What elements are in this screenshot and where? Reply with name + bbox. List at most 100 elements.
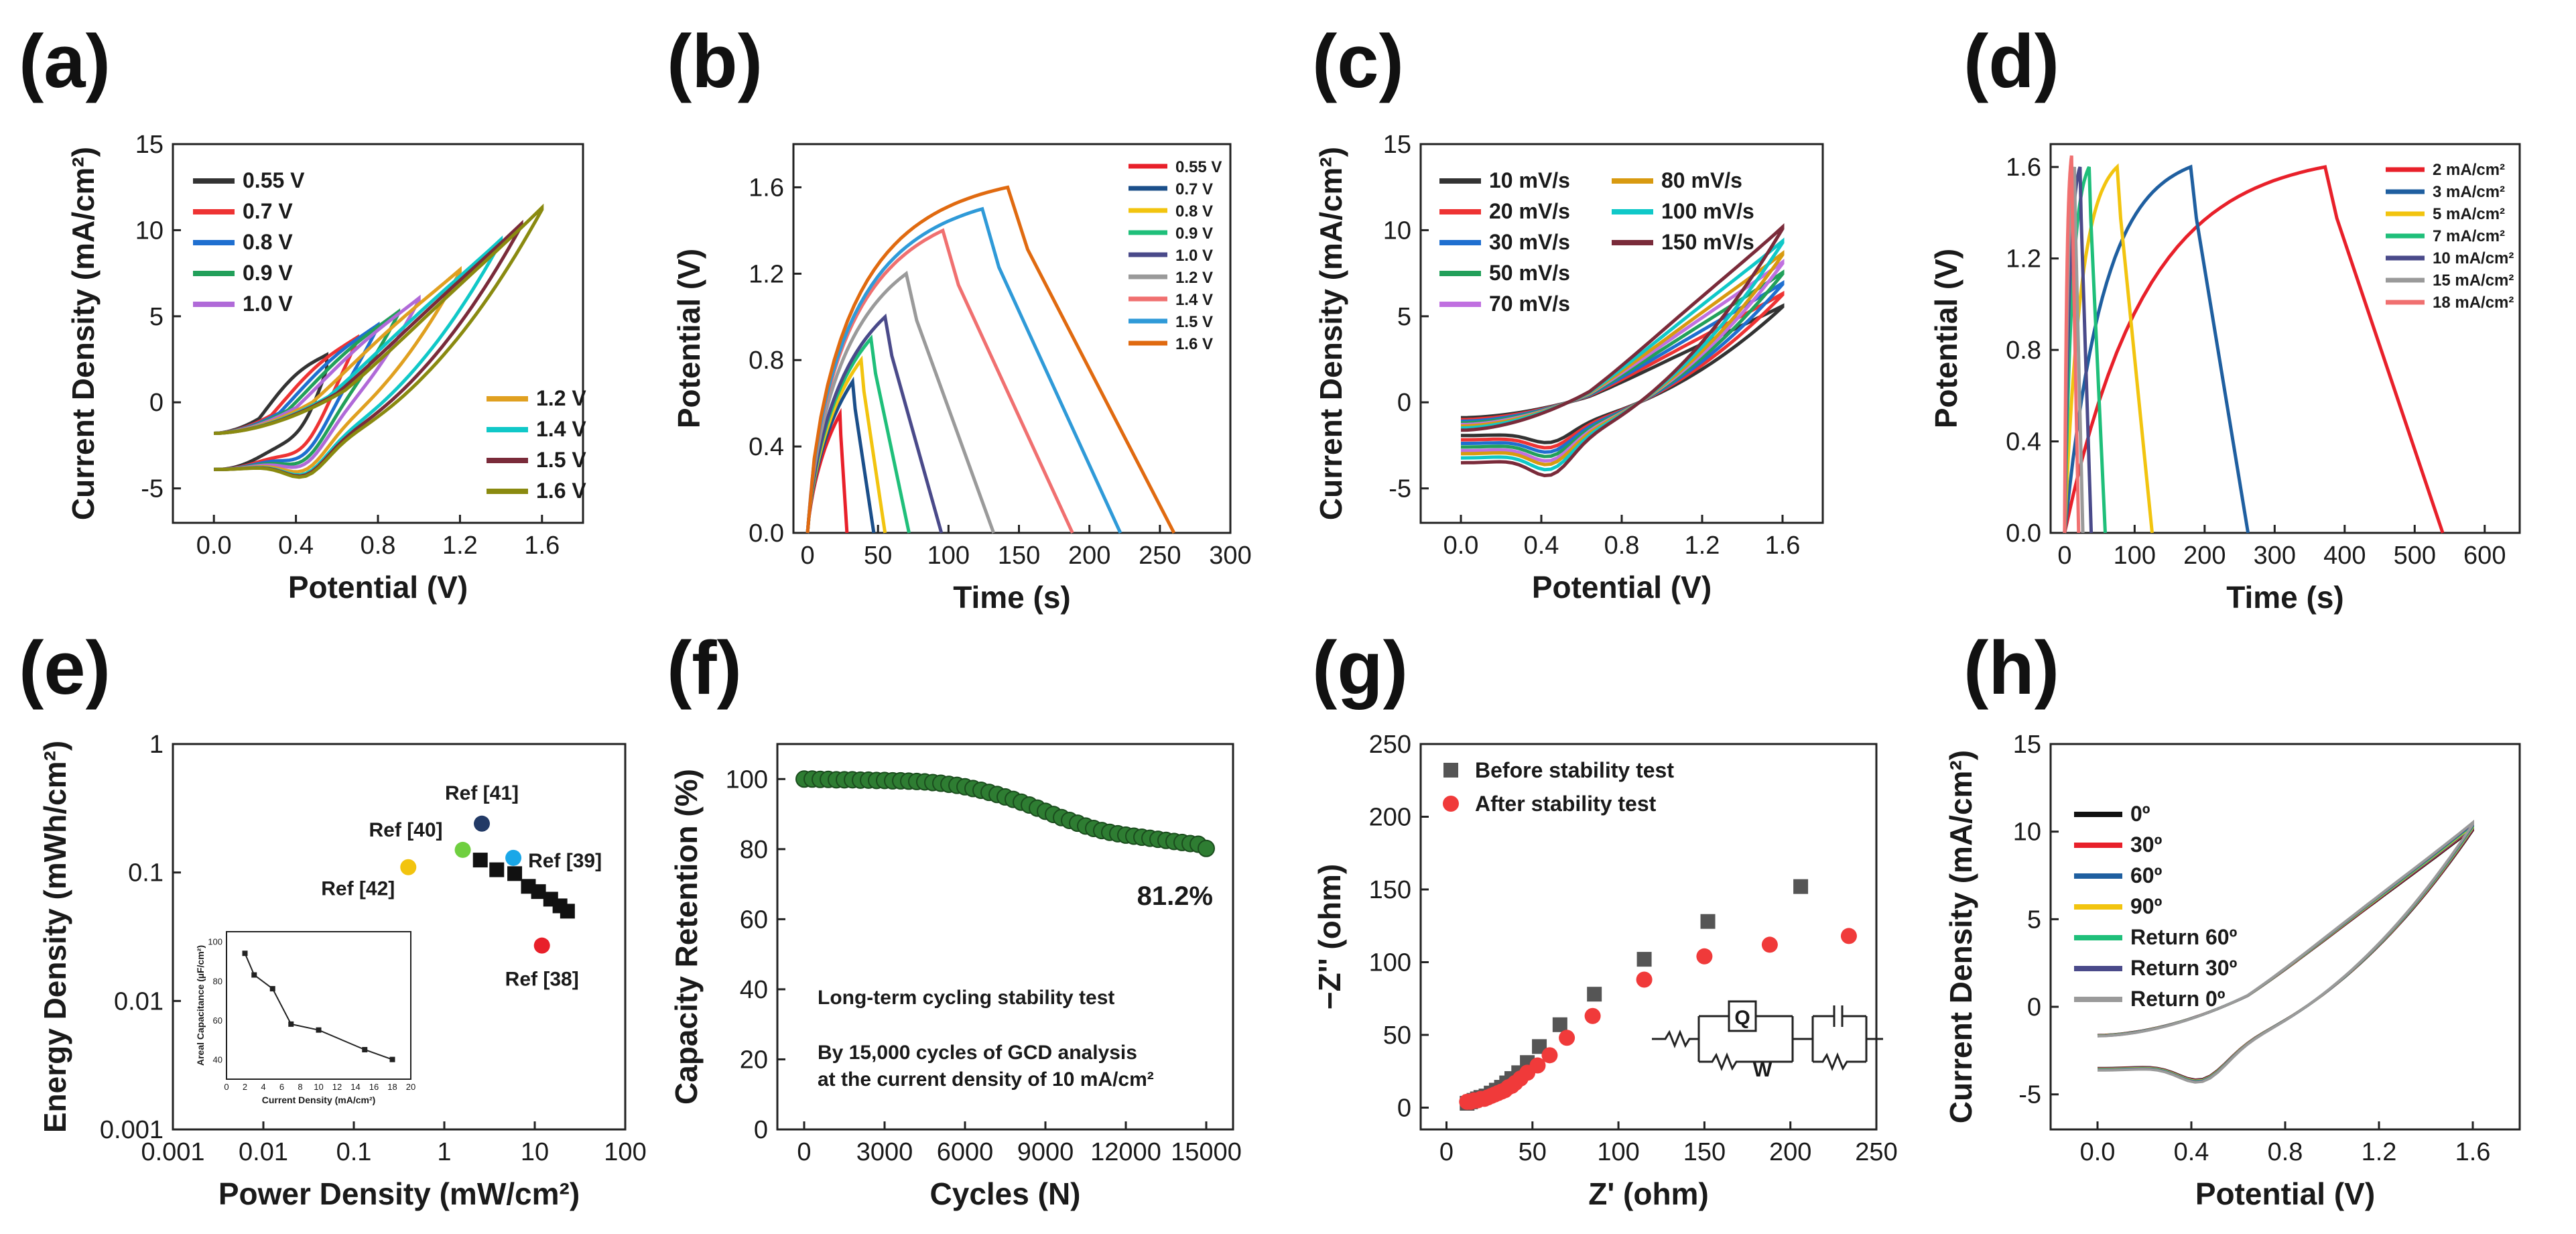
y-tick-label: 1	[149, 731, 164, 759]
inset-y-tick: 60	[213, 1015, 222, 1026]
y-tick-label: 10	[1383, 217, 1411, 245]
series-line-1.6V	[806, 185, 1176, 534]
inset-x-tick: 12	[332, 1082, 342, 1092]
x-tick-label: 100	[1597, 1138, 1639, 1166]
panel-label: (b)	[667, 19, 763, 103]
inset-x-tick: 14	[350, 1082, 360, 1092]
x-tick-label: 1.6	[1765, 532, 1801, 560]
x-tick-label: 1.2	[2362, 1138, 2397, 1166]
y-tick-label: 50	[1383, 1022, 1411, 1050]
y-tick-label: 5	[149, 303, 164, 331]
ref-point	[474, 815, 491, 832]
data-point-before	[1587, 987, 1602, 1002]
y-tick-label: 0.001	[100, 1116, 164, 1144]
panel-e: (e)0.001 0.01 0.1 1 10 1000.0010.010.11Power …	[19, 626, 647, 1211]
legend-label: 30º	[2130, 832, 2163, 857]
x-tick-label: 0.4	[2174, 1138, 2209, 1166]
panel-label: (c)	[1312, 19, 1404, 103]
legend-label: 0.9 V	[243, 261, 293, 285]
x-tick-label: 500	[2394, 542, 2436, 570]
panel-d: (d) 0 100 200 300 400 500 600 0.0 0.4 0.8 1.2 1.6 Tim…	[1929, 19, 2521, 615]
x-tick-label: 0.01	[239, 1138, 288, 1166]
data-point	[489, 862, 505, 877]
panel-label: (g)	[1312, 626, 1408, 710]
x-tick-label: 0.8	[361, 532, 396, 560]
inset-y-label: Areal Capacitance (µF/cm²)	[195, 945, 206, 1066]
data-point-before	[1700, 914, 1716, 929]
y-tick-label: 0	[1397, 1094, 1411, 1122]
data-point-after	[1840, 928, 1857, 944]
series-line-150mVs	[1460, 223, 1785, 478]
x-tick-label: 6000	[937, 1138, 994, 1166]
inset-point	[269, 986, 275, 992]
y-tick-label: 0.4	[2006, 428, 2041, 456]
legend-label: 18 mA/cm²	[2433, 294, 2514, 312]
x-tick-label: 0.0	[1443, 532, 1479, 560]
y-axis-label: Current Density (mA/cm²)	[1943, 750, 1978, 1123]
inset-frame	[226, 931, 411, 1080]
legend-label: 50 mV/s	[1489, 261, 1570, 285]
data-point-after	[1696, 948, 1713, 965]
legend-label: 0.55 V	[1175, 158, 1222, 176]
y-axis-label: Potential (V)	[1929, 249, 1963, 428]
note-line: By 15,000 cycles of GCD analysis	[818, 1042, 1137, 1064]
x-axis-label: Cycles (N)	[930, 1176, 1081, 1211]
panel-label: (e)	[19, 626, 111, 710]
data-point	[507, 866, 523, 881]
y-tick-label: 0.1	[128, 859, 164, 887]
x-tick-label: 9000	[1017, 1138, 1074, 1166]
legend-label: 1.2 V	[1175, 269, 1213, 287]
legend-label: 0.7 V	[243, 199, 293, 223]
y-axis-label: Potential (V)	[671, 249, 706, 428]
plot-frame	[1419, 743, 1878, 1131]
plot-frame	[1419, 143, 1824, 524]
series-line-80mVs	[1460, 249, 1785, 467]
data-point-before	[1793, 879, 1809, 894]
x-tick-label: 0	[2057, 542, 2071, 570]
data-point	[560, 904, 575, 919]
ref-point	[505, 849, 522, 866]
y-axis-label: Current Density (mA/cm²)	[66, 147, 101, 520]
x-tick-label: 150	[1683, 1138, 1726, 1166]
series-line-1.6V	[214, 203, 544, 479]
legend-label: 0.9 V	[1175, 225, 1213, 243]
y-tick-label: 1.2	[749, 260, 784, 288]
legend-label: 3 mA/cm²	[2433, 183, 2505, 201]
data-point	[472, 853, 488, 868]
resistor-icon	[1699, 1052, 1793, 1072]
y-tick-label: 10	[2013, 818, 2041, 847]
data-point-after	[1541, 1047, 1558, 1064]
legend-label: 80 mV/s	[1661, 168, 1742, 192]
legend-label: 1.2 V	[536, 386, 586, 410]
x-tick-label: 50	[1519, 1138, 1547, 1166]
y-tick-label: 150	[1369, 876, 1411, 904]
data-point	[531, 884, 546, 900]
y-tick-label: 60	[740, 906, 768, 934]
legend-label: 100 mV/s	[1661, 199, 1754, 223]
warburg-label: W	[1753, 1059, 1773, 1081]
inset-y-tick: 80	[213, 976, 222, 986]
ref-label: Ref [41]	[445, 782, 519, 804]
x-tick-label: 1.2	[1685, 532, 1720, 560]
y-tick-label: 1.2	[2006, 245, 2041, 273]
legend-label: 90º	[2130, 894, 2163, 918]
y-tick-label: 0.0	[749, 519, 784, 548]
y-tick-label: 0.8	[2006, 336, 2041, 365]
legend-label: 150 mV/s	[1661, 230, 1754, 254]
ref-label: Ref [39]	[528, 850, 602, 872]
legend-label: After stability test	[1475, 792, 1657, 816]
data-point-before	[1636, 952, 1652, 967]
x-axis-label: Time (s)	[953, 580, 1071, 615]
x-tick-label: 0	[800, 542, 814, 570]
series-line-1.0V	[806, 313, 944, 534]
inset-point	[316, 1027, 322, 1033]
legend-label: 15 mA/cm²	[2433, 271, 2514, 290]
inset-x-tick: 18	[387, 1082, 397, 1092]
ref-label: Ref [40]	[369, 819, 443, 841]
inset-point	[288, 1021, 294, 1027]
data-point-after	[1761, 936, 1778, 953]
y-tick-label: 0.0	[2006, 519, 2041, 548]
y-tick-label: -5	[141, 475, 164, 503]
resistor-icon	[1652, 1029, 1699, 1049]
series-line-1.2V	[214, 265, 462, 474]
